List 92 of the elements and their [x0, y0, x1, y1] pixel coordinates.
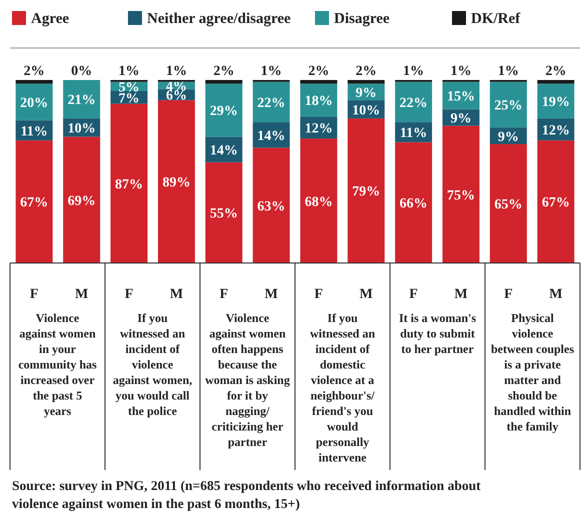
bar	[63, 136, 100, 263]
data-label: 2%	[356, 64, 377, 79]
data-label: 10%	[352, 103, 380, 118]
data-label: 18%	[304, 94, 333, 110]
bar	[537, 80, 574, 84]
bar	[537, 140, 574, 263]
data-label: 1%	[498, 64, 519, 79]
x-tick-label: M	[360, 287, 373, 302]
x-tick-label: F	[30, 287, 38, 302]
bar	[442, 126, 480, 263]
data-label: 0%	[71, 64, 92, 79]
data-label: 1%	[118, 64, 140, 79]
data-label: 19%	[542, 95, 570, 110]
text: Violence against women in your community has increased over the past 5 years	[18, 311, 97, 418]
bar	[252, 148, 290, 263]
legend-label: DK/Ref	[471, 11, 522, 27]
x-tick-label: M	[170, 287, 184, 302]
data-label: 65%	[494, 198, 522, 213]
data-label: 87%	[115, 177, 144, 192]
bar	[16, 140, 53, 263]
x-tick-label: M	[264, 287, 278, 302]
data-label: 14%	[210, 144, 238, 159]
data-label: 22%	[400, 96, 428, 111]
text: Physical violence between couples is a private matter and should be handled within the family	[491, 311, 574, 434]
bar	[16, 84, 53, 120]
data-label: 2%	[545, 64, 566, 79]
legend-label: Agree	[31, 11, 70, 27]
data-label: 9%	[498, 130, 519, 145]
x-tick-label: F	[124, 287, 134, 302]
data-label: 1%	[450, 64, 472, 79]
data-label: 89%	[162, 176, 190, 191]
data-label: 66%	[400, 196, 428, 212]
data-label: 69%	[68, 194, 96, 209]
data-label: 20%	[20, 96, 48, 111]
data-label: 11%	[400, 126, 428, 142]
data-label: 67%	[20, 196, 48, 211]
data-label: 67%	[542, 196, 570, 211]
bar	[395, 142, 432, 263]
text: It is a woman's duty to submit to her partner	[398, 311, 476, 356]
data-label: 63%	[257, 199, 286, 214]
bar	[490, 82, 527, 128]
bar	[300, 138, 338, 263]
x-tick-label: F	[314, 287, 323, 302]
data-label: 21%	[68, 93, 96, 108]
data-label: 15%	[446, 90, 475, 105]
legend-label: Neither agree/disagree	[147, 11, 292, 27]
data-label: 7%	[118, 91, 140, 106]
x-tick-label: F	[409, 287, 418, 302]
bar	[490, 144, 527, 263]
text: If you witnessed an incident of violence against women, you would call the police	[112, 311, 192, 418]
x-tick-label: M	[549, 287, 562, 302]
x-tick-label: M	[74, 287, 88, 302]
legend-label: Disagree	[334, 11, 390, 27]
bar	[395, 82, 432, 122]
data-label: 22%	[257, 96, 286, 111]
bar	[16, 80, 53, 84]
data-label: 11%	[20, 124, 48, 140]
bar	[348, 80, 385, 84]
bar	[537, 84, 574, 118]
data-label: 75%	[446, 188, 475, 204]
data-label: 12%	[304, 122, 333, 137]
text: Violence against women often happens because the woman is asking for it by nagging/ criticizing her partner	[205, 311, 290, 449]
data-label: 12%	[542, 123, 570, 138]
bar	[63, 80, 100, 118]
data-label: 1%	[166, 64, 187, 79]
bar	[110, 104, 148, 263]
x-tick-label: F	[504, 287, 513, 302]
bar	[158, 100, 195, 263]
bar	[300, 80, 338, 84]
data-label: 55%	[210, 206, 238, 222]
bar	[205, 80, 242, 84]
data-label: 2%	[213, 64, 234, 79]
data-label: 2%	[308, 64, 330, 79]
data-label: 10%	[68, 122, 96, 137]
data-label: 68%	[304, 194, 333, 210]
bar	[252, 82, 290, 122]
bar	[205, 84, 242, 137]
data-label: 14%	[257, 128, 286, 144]
x-tick-label: F	[220, 287, 228, 302]
source-note: Source: survey in PNG, 2011 (n=685 respondents who received information about violence against women in the past 6 months, 15+)	[12, 478, 482, 511]
data-label: 1%	[260, 64, 282, 79]
data-label: 9%	[356, 86, 377, 101]
data-label: 79%	[352, 184, 380, 200]
data-label: 29%	[210, 104, 238, 120]
data-label: 25%	[494, 98, 522, 114]
bar	[348, 118, 385, 263]
data-label: 2%	[24, 64, 45, 79]
bar	[205, 162, 242, 263]
text: If you witnessed an incident of domestic violence at a neighbour's/ friend's you would personally intervene	[310, 311, 376, 464]
x-tick-label: M	[454, 287, 468, 302]
data-label: 9%	[450, 112, 472, 127]
data-label: 1%	[403, 64, 424, 79]
